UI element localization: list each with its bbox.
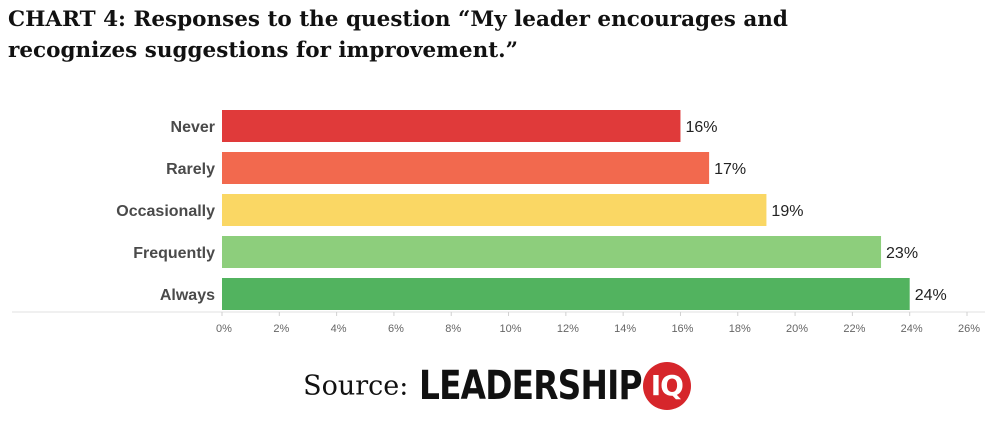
category-label-always: Always xyxy=(160,287,215,304)
source-label: Source: xyxy=(303,370,409,402)
leadership-iq-logo: LEADERSHIP IQ xyxy=(419,362,691,410)
x-tick-label: 16% xyxy=(671,323,693,335)
bar-rarely xyxy=(222,152,710,184)
category-label-frequently: Frequently xyxy=(133,245,215,262)
logo-wordmark: LEADERSHIP xyxy=(418,363,643,409)
x-tick-label: 6% xyxy=(388,323,404,335)
bar-never xyxy=(222,110,681,142)
category-label-rarely: Rarely xyxy=(166,161,215,178)
x-tick-label: 0% xyxy=(216,323,232,335)
x-tick-label: 4% xyxy=(331,323,347,335)
source-footer: Source: LEADERSHIP IQ xyxy=(0,362,994,422)
category-label-never: Never xyxy=(171,119,215,136)
logo-badge: IQ xyxy=(642,362,691,410)
data-label-occasionally: 19% xyxy=(771,203,803,220)
bar-always xyxy=(222,278,910,310)
data-label-never: 16% xyxy=(685,119,717,136)
x-tick-label: 14% xyxy=(614,323,636,335)
x-tick-label: 20% xyxy=(786,323,808,335)
x-tick-label: 8% xyxy=(445,323,461,335)
bar-chart: Never 16% Rarely 17% Occasionally 19% Frequent… xyxy=(12,110,985,335)
chart-title: CHART 4: Responses to the question “My l… xyxy=(8,7,788,63)
x-tick-label: 22% xyxy=(843,323,865,335)
x-tick-label: 2% xyxy=(273,323,289,335)
data-label-frequently: 23% xyxy=(886,245,918,262)
x-tick-label: 18% xyxy=(729,323,751,335)
bar-occasionally xyxy=(222,194,767,226)
x-tick-label: 10% xyxy=(500,323,522,335)
data-label-rarely: 17% xyxy=(714,161,746,178)
bar-frequently xyxy=(222,236,882,268)
x-tick-label: 26% xyxy=(958,323,980,335)
x-tick-label: 12% xyxy=(557,323,579,335)
x-tick-label: 24% xyxy=(901,323,923,335)
data-label-always: 24% xyxy=(915,287,947,304)
category-label-occasionally: Occasionally xyxy=(116,203,215,220)
